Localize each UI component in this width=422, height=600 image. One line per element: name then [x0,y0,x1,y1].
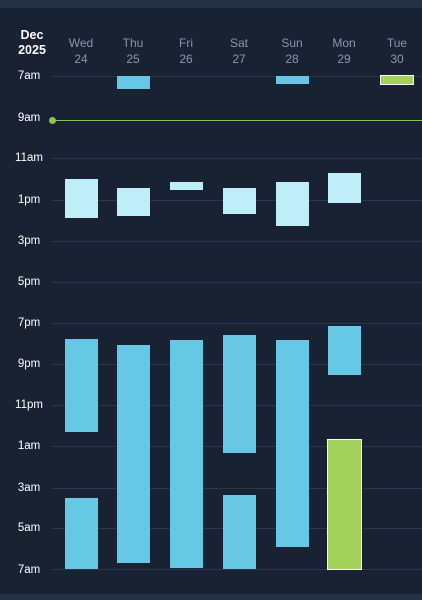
event-block-thu-night[interactable] [117,345,150,563]
day-header-mon[interactable]: Mon 29 [324,35,364,67]
grid-line [52,323,422,324]
event-block-sun-night[interactable] [276,340,309,547]
time-label: 5am [17,522,41,534]
day-of-week: Wed [68,36,94,50]
month-year-label: Dec 2025 [12,28,52,58]
day-header-fri[interactable]: Fri 26 [166,35,206,67]
event-block-tue-morning[interactable] [380,75,414,85]
time-label: 1pm [17,194,41,206]
event-block-sat-early[interactable] [223,495,256,569]
day-header-wed[interactable]: Wed 24 [61,35,101,67]
event-block-mon-evening[interactable] [328,326,361,375]
event-block-sat-evening[interactable] [223,335,256,453]
time-label: 3pm [17,235,41,247]
day-date: 26 [179,52,193,66]
event-block-wed-midday[interactable] [65,179,98,218]
day-date: 28 [285,52,299,66]
event-block-wed-evening[interactable] [65,339,98,432]
event-block-sat-midday[interactable] [223,188,256,214]
event-block-sun-midday[interactable] [276,182,309,226]
day-header-tue[interactable]: Tue 30 [377,35,417,67]
event-block-thu-morning[interactable] [117,76,150,89]
grid-line [52,76,422,77]
time-label: 1am [17,440,41,452]
grid-line [52,241,422,242]
event-block-fri-midday[interactable] [170,182,203,190]
month-label: Dec [20,28,44,42]
current-time-line [52,120,422,121]
event-block-thu-midday[interactable] [117,188,150,216]
time-label: 5pm [17,276,41,288]
top-bar [0,0,422,8]
grid-line [52,569,422,570]
time-label: 9pm [17,358,41,370]
day-header-thu[interactable]: Thu 25 [113,35,153,67]
day-of-week: Tue [386,36,408,50]
day-of-week: Sat [229,36,248,50]
grid-line [52,488,422,489]
time-label: 9am [17,112,41,124]
day-of-week: Fri [179,36,193,50]
time-label: 11am [15,152,43,164]
grid-line [52,282,422,283]
time-label: 7am [17,564,41,576]
event-block-wed-early[interactable] [65,498,98,569]
day-date: 29 [337,52,351,66]
time-label: 7pm [17,317,41,329]
current-time-dot [49,117,56,124]
bottom-bar [0,594,422,600]
day-of-week: Sun [281,36,303,50]
time-label: 7am [17,70,41,82]
time-label: 3am [17,482,41,494]
year-label: 2025 [18,43,46,57]
day-date: 27 [232,52,246,66]
event-block-mon-night-selected[interactable] [327,439,362,570]
event-block-mon-midday[interactable] [328,173,361,203]
day-date: 25 [126,52,140,66]
day-of-week: Thu [122,36,144,50]
time-label: 11pm [15,399,43,411]
day-header-sat[interactable]: Sat 27 [219,35,259,67]
grid-line [52,158,422,159]
day-header-sun[interactable]: Sun 28 [272,35,312,67]
day-date: 30 [390,52,404,66]
day-date: 24 [74,52,88,66]
day-of-week: Mon [332,36,356,50]
event-block-sun-morning[interactable] [276,76,309,84]
event-block-fri-night[interactable] [170,340,203,568]
